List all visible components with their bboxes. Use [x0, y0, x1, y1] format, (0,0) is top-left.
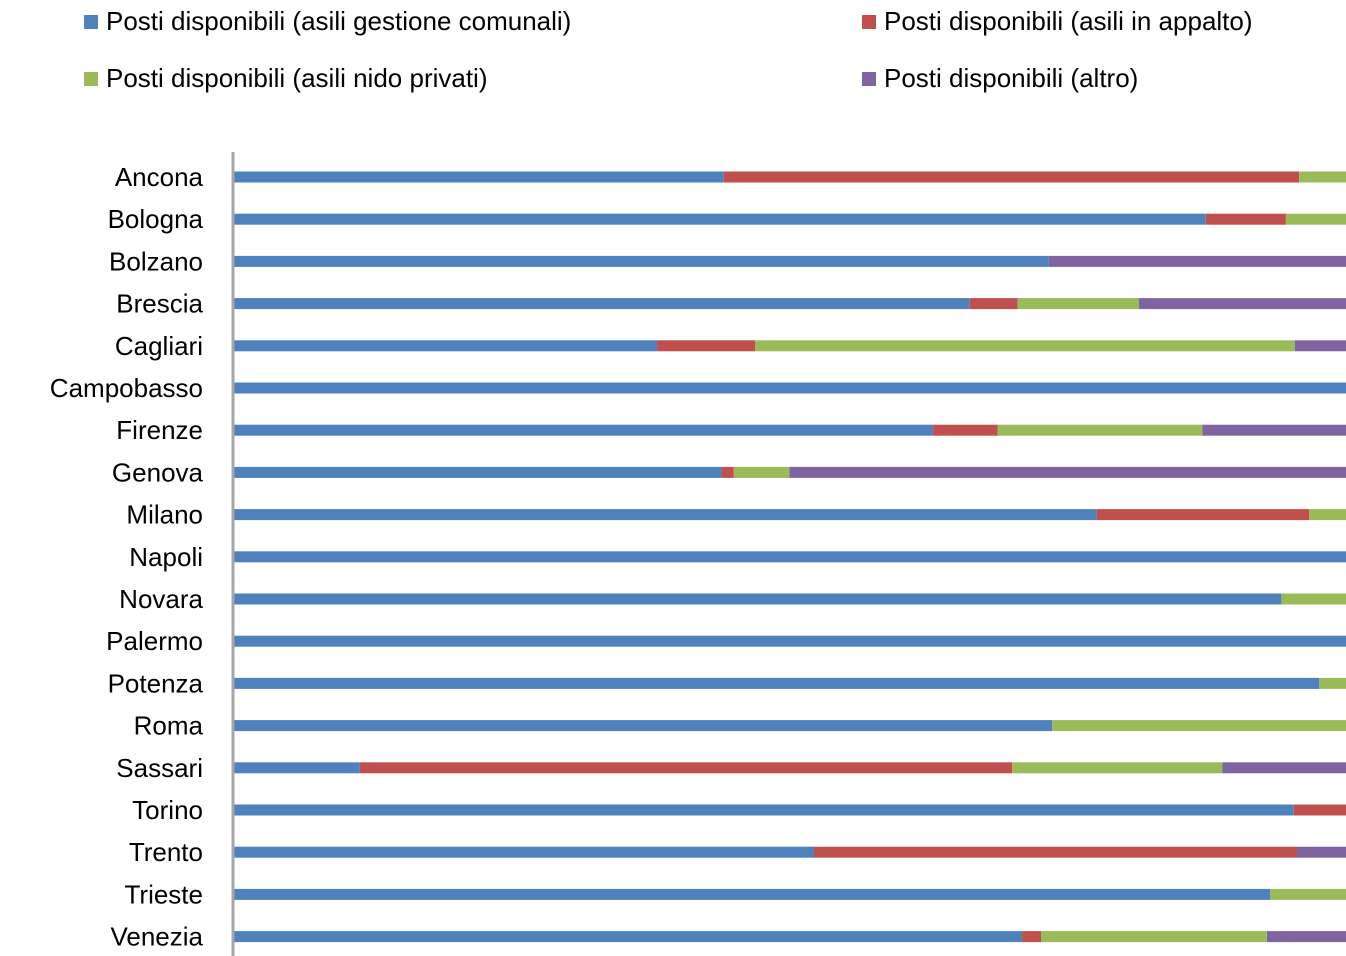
category-label-potenza: Potenza	[108, 668, 204, 698]
category-label-trento: Trento	[129, 837, 203, 867]
bar-segment-campobasso-series-1	[233, 382, 1346, 394]
bar-segment-bologna-series-3	[1285, 213, 1346, 225]
bar-segment-trento-series-2	[814, 846, 1297, 858]
bar-segment-brescia-series-1	[233, 298, 970, 310]
bar-segment-genova-series-3	[733, 466, 790, 478]
bar-segment-bolzano-series-1	[233, 255, 1049, 267]
bar-segment-milano-series-3	[1309, 509, 1346, 521]
category-label-novara: Novara	[119, 584, 203, 614]
bar-segment-roma-series-1	[233, 720, 1053, 732]
bar-segment-potenza-series-3	[1319, 677, 1346, 689]
bar-segment-brescia-series-4	[1139, 298, 1346, 310]
category-label-roma: Roma	[134, 711, 204, 741]
category-label-napoli: Napoli	[129, 542, 203, 572]
bar-segment-ancona-series-1	[233, 171, 724, 183]
bar-segment-firenze-series-3	[997, 424, 1203, 436]
bar-segment-napoli-series-1	[233, 551, 1346, 563]
bar-segment-milano-series-2	[1096, 509, 1310, 521]
bar-segment-trieste-series-1	[233, 888, 1271, 900]
legend-swatch-appalto	[862, 14, 876, 29]
category-label-bolzano: Bolzano	[109, 246, 203, 276]
bar-segment-cagliari-series-2	[657, 340, 755, 352]
bar-segment-cagliari-series-3	[755, 340, 1295, 352]
legend-swatch-comunali	[84, 14, 98, 29]
bar-segment-novara-series-1	[233, 593, 1282, 605]
bar-segment-venezia-series-2	[1022, 931, 1041, 943]
category-label-campobasso: Campobasso	[50, 373, 203, 403]
category-label-milano: Milano	[126, 500, 203, 530]
bar-segment-palermo-series-1	[233, 635, 1346, 647]
category-label-cagliari: Cagliari	[115, 331, 203, 361]
legend-item-privati: Posti disponibili (asili nido privati)	[84, 63, 488, 94]
bar-segment-trento-series-4	[1297, 846, 1346, 858]
category-label-venezia: Venezia	[110, 922, 203, 952]
bar-segment-genova-series-2	[721, 466, 734, 478]
bar-segment-potenza-series-1	[233, 677, 1320, 689]
bar-segment-cagliari-series-4	[1294, 340, 1346, 352]
bar-segment-torino-series-1	[233, 804, 1294, 816]
bar-segment-brescia-series-3	[1017, 298, 1139, 310]
bar-segment-venezia-series-1	[233, 931, 1023, 943]
bar-segment-bolzano-series-4	[1048, 255, 1346, 267]
bar-segment-firenze-series-4	[1202, 424, 1346, 436]
bar-segment-milano-series-1	[233, 509, 1097, 521]
category-label-sassari: Sassari	[116, 753, 203, 783]
bar-segment-bologna-series-2	[1205, 213, 1286, 225]
legend-swatch-altro	[862, 71, 876, 86]
bar-segment-genova-series-1	[233, 466, 722, 478]
legend-swatch-privati	[84, 71, 98, 86]
category-label-palermo: Palermo	[106, 626, 203, 656]
bar-segment-brescia-series-2	[969, 298, 1018, 310]
bar-segment-sassari-series-4	[1222, 762, 1346, 774]
bar-segment-firenze-series-2	[933, 424, 998, 436]
bar-segment-novara-series-3	[1281, 593, 1346, 605]
legend-item-altro: Posti disponibili (altro)	[862, 63, 1138, 94]
bar-segment-bologna-series-1	[233, 213, 1206, 225]
legend-label-privati: Posti disponibili (asili nido privati)	[106, 63, 488, 93]
bar-segment-cagliari-series-1	[233, 340, 658, 352]
bar-segment-trieste-series-3	[1270, 888, 1346, 900]
category-label-firenze: Firenze	[116, 415, 203, 445]
bar-segment-ancona-series-2	[723, 171, 1300, 183]
category-label-ancona: Ancona	[115, 162, 204, 192]
bar-segment-roma-series-3	[1052, 720, 1346, 732]
legend-label-comunali: Posti disponibili (asili gestione comuna…	[106, 6, 572, 36]
category-label-genova: Genova	[112, 457, 204, 487]
legend-label-appalto: Posti disponibili (asili in appalto)	[884, 6, 1253, 36]
bar-segment-sassari-series-2	[359, 762, 1013, 774]
bar-segment-ancona-series-3	[1299, 171, 1346, 183]
category-label-torino: Torino	[132, 795, 203, 825]
category-label-bologna: Bologna	[108, 204, 204, 234]
bar-segment-torino-series-2	[1293, 804, 1346, 816]
category-label-trieste: Trieste	[125, 879, 204, 909]
bar-segment-trento-series-1	[233, 846, 814, 858]
bar-segment-venezia-series-4	[1267, 931, 1346, 943]
bar-segment-firenze-series-1	[233, 424, 934, 436]
legend-label-altro: Posti disponibili (altro)	[884, 63, 1139, 93]
bar-segment-genova-series-4	[789, 466, 1346, 478]
bar-segment-venezia-series-3	[1041, 931, 1267, 943]
legend-item-appalto: Posti disponibili (asili in appalto)	[862, 6, 1253, 37]
legend-item-comunali: Posti disponibili (asili gestione comuna…	[84, 6, 571, 37]
bar-segment-sassari-series-3	[1012, 762, 1223, 774]
category-label-brescia: Brescia	[116, 289, 203, 319]
bar-segment-sassari-series-1	[233, 762, 360, 774]
